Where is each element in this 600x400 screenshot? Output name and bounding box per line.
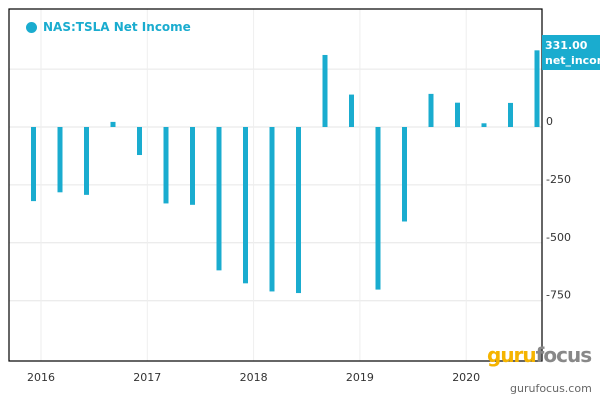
x-tick-label: 2019 <box>346 371 374 384</box>
bar <box>216 127 222 271</box>
x-tick-label: 2018 <box>240 371 268 384</box>
bar <box>428 93 434 127</box>
legend-label: NAS:TSLA Net Income <box>43 20 191 34</box>
bar <box>534 50 540 127</box>
y-tick-label: -500 <box>546 231 571 244</box>
x-tick-label: 2017 <box>133 371 161 384</box>
gurufocus-logo: gurufocus <box>487 343 592 367</box>
bar <box>322 54 328 128</box>
x-tick-label: 2020 <box>452 371 480 384</box>
last-value-tag: 331.00 net_income <box>542 35 600 70</box>
y-tick-label: 0 <box>546 115 553 128</box>
bar <box>375 127 381 290</box>
bar <box>243 127 248 284</box>
legend[interactable]: NAS:TSLA Net Income <box>26 20 191 34</box>
bar <box>137 127 142 156</box>
bar <box>269 127 275 292</box>
last-value-label: net_income <box>545 54 600 67</box>
bar <box>481 123 487 127</box>
bar <box>163 127 169 204</box>
bar <box>110 121 116 127</box>
bar <box>57 127 63 193</box>
plot-frame <box>8 8 543 362</box>
last-value: 331.00 <box>545 39 588 52</box>
site-link[interactable]: gurufocus.com <box>510 382 592 395</box>
bar <box>508 102 513 127</box>
x-tick-label: 2016 <box>27 371 55 384</box>
y-tick-label: -750 <box>546 289 571 302</box>
legend-dot-icon <box>26 21 37 33</box>
bar <box>402 127 407 222</box>
bar <box>349 94 354 127</box>
y-tick-label: -250 <box>546 173 571 186</box>
bar <box>455 102 460 127</box>
bar <box>190 127 195 205</box>
bar <box>296 127 301 294</box>
bar <box>31 127 36 202</box>
bar <box>84 127 89 195</box>
